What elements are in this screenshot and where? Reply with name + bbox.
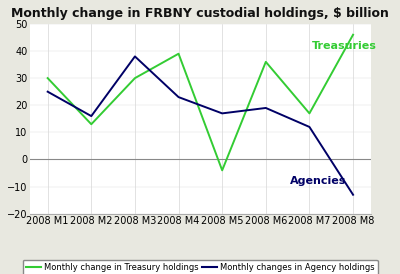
Line: Monthly changes in Agency holdings: Monthly changes in Agency holdings [48, 56, 353, 195]
Title: Monthly change in FRBNY custodial holdings, $ billion: Monthly change in FRBNY custodial holdin… [12, 7, 389, 20]
Monthly change in Treasury holdings [132, 76, 137, 80]
Monthly changes in Agency holdings [264, 106, 268, 110]
Monthly change in Treasury holdings [264, 60, 268, 64]
Monthly changes in Agency holdings [176, 95, 181, 99]
Monthly change in Treasury holdings [176, 52, 181, 55]
Text: Treasuries: Treasuries [312, 41, 376, 51]
Text: Agencies: Agencies [290, 176, 346, 186]
Monthly change in Treasury holdings [307, 112, 312, 115]
Monthly changes in Agency holdings [351, 193, 356, 196]
Monthly changes in Agency holdings [89, 115, 94, 118]
Monthly changes in Agency holdings [307, 125, 312, 129]
Monthly changes in Agency holdings [45, 90, 50, 93]
Line: Monthly change in Treasury holdings: Monthly change in Treasury holdings [48, 35, 353, 170]
Monthly change in Treasury holdings [220, 169, 224, 172]
Monthly change in Treasury holdings [89, 122, 94, 126]
Monthly change in Treasury holdings [351, 33, 356, 36]
Monthly change in Treasury holdings [45, 76, 50, 80]
Monthly changes in Agency holdings [220, 112, 224, 115]
Monthly changes in Agency holdings [132, 55, 137, 58]
Legend: Monthly change in Treasury holdings, Monthly changes in Agency holdings: Monthly change in Treasury holdings, Mon… [23, 260, 378, 274]
